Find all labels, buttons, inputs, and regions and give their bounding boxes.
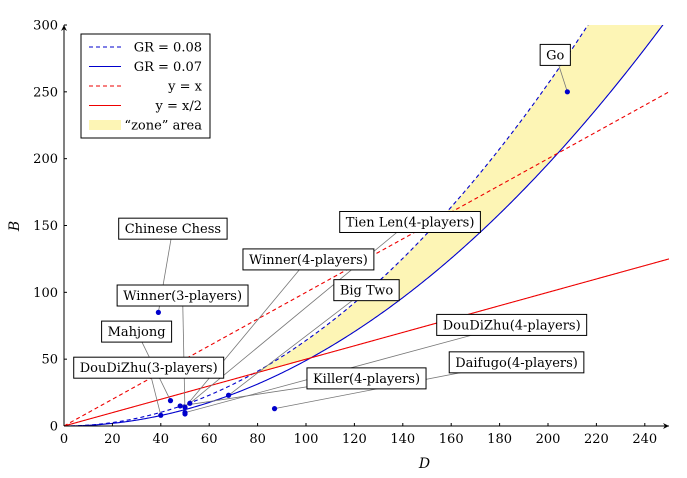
- zone-area: [253, 25, 663, 374]
- leader-line-5: [228, 289, 367, 396]
- annotation-2: Chinese Chess: [118, 217, 228, 240]
- annotation-box-5: [333, 279, 400, 302]
- annotation-label-1: Tien Len(4-players): [346, 215, 475, 230]
- data-point-3: [182, 404, 188, 410]
- leader-line-4: [182, 294, 186, 414]
- annotation-label-6: Mahjong: [108, 325, 166, 340]
- x-tick-label-6: 120: [342, 432, 367, 447]
- data-point-6: [167, 398, 174, 404]
- annotation-0: Go: [539, 43, 571, 66]
- annotation-label-4: Winner(3-players): [123, 289, 242, 304]
- annotation-box-1: [339, 210, 481, 233]
- annotation-label-9: Daifugo(4-players): [455, 356, 578, 371]
- x-tick-label-2: 40: [153, 432, 170, 447]
- legend-label-1: GR = 0.07: [134, 60, 202, 75]
- x-tick-label-9: 180: [487, 432, 512, 447]
- x-tick-label-5: 100: [294, 432, 319, 447]
- annotation-box-2: [118, 217, 228, 240]
- annotation-box-8: [73, 356, 225, 379]
- annotation-7: DouDiZhu(4-players): [436, 313, 588, 336]
- x-tick-label-11: 220: [584, 432, 609, 447]
- annotation-box-9: [448, 351, 585, 374]
- y-tick-label-5: 250: [33, 85, 58, 100]
- y-tick-label-0: 0: [50, 420, 58, 435]
- x-tick-label-10: 200: [536, 432, 561, 447]
- x-tick-label-3: 60: [201, 432, 218, 447]
- y-tick-label-2: 100: [33, 286, 58, 301]
- legend-swatch-4: [89, 120, 121, 130]
- annotation-label-3: Winner(4-players): [249, 253, 368, 268]
- legend-label-0: GR = 0.08: [134, 41, 202, 56]
- data-point-2: [155, 309, 161, 315]
- annotation-label-10: Killer(4-players): [313, 372, 420, 387]
- y-axis-title: B: [7, 221, 23, 232]
- y-tick-label-1: 50: [41, 353, 58, 368]
- legend-label-3: y = x/2: [155, 99, 202, 114]
- series-line-1: [64, 25, 664, 426]
- data-point-7: [182, 410, 188, 416]
- y-tick-label-6: 300: [33, 19, 58, 34]
- data-point-0: [564, 89, 570, 95]
- annotation-9: Daifugo(4-players): [448, 351, 585, 374]
- annotation-labels: Go Tien Len(4-players) Chinese Chess Winner…: [73, 43, 588, 390]
- data-point-8: [158, 412, 164, 418]
- annotation-label-7: DouDiZhu(4-players): [443, 318, 581, 333]
- data-point-10: [177, 403, 183, 409]
- annotation-6: Mahjong: [101, 320, 173, 343]
- annotation-box-7: [436, 313, 588, 336]
- annotation-box-0: [539, 43, 571, 66]
- annotation-1: Tien Len(4-players): [339, 210, 481, 233]
- series-line-3: [64, 258, 669, 426]
- x-axis-title: D: [418, 456, 430, 472]
- x-tick-label-8: 160: [439, 432, 464, 447]
- x-tick-label-12: 240: [632, 432, 657, 447]
- x-tick-label-1: 20: [104, 432, 121, 447]
- annotation-box-10: [306, 367, 427, 390]
- x-axis-arrow: [663, 423, 669, 429]
- annotation-box-6: [101, 320, 173, 343]
- y-axis-arrow: [61, 25, 67, 31]
- data-point-1: [187, 400, 193, 406]
- annotation-label-2: Chinese Chess: [125, 222, 221, 237]
- series-line-0: [64, 25, 589, 426]
- legend-label-2: y = x: [167, 80, 203, 95]
- leader-line-3: [184, 258, 309, 408]
- y-tick-label-3: 150: [33, 219, 58, 234]
- annotation-10: Killer(4-players): [306, 367, 427, 390]
- y-tick-label-4: 200: [33, 152, 58, 167]
- annotation-label-8: DouDiZhu(3-players): [80, 361, 218, 376]
- annotation-box-3: [242, 248, 375, 271]
- legend-label-4: “zone” area: [124, 119, 202, 134]
- data-point-9: [271, 406, 278, 412]
- x-tick-label-4: 80: [249, 432, 266, 447]
- annotation-4: Winner(3-players): [116, 284, 249, 307]
- legend: GR = 0.08 GR = 0.07 y = x y = x/2 “zone” are…: [80, 33, 211, 139]
- annotation-label-0: Go: [546, 48, 564, 63]
- annotation-3: Winner(4-players): [242, 248, 375, 271]
- annotation-box-4: [116, 284, 249, 307]
- x-tick-label-0: 0: [60, 432, 68, 447]
- x-tick-label-7: 140: [390, 432, 415, 447]
- annotation-label-5: Big Two: [340, 284, 394, 299]
- data-point-5: [225, 392, 232, 398]
- annotation-8: DouDiZhu(3-players): [73, 356, 225, 379]
- annotation-5: Big Two: [333, 279, 400, 302]
